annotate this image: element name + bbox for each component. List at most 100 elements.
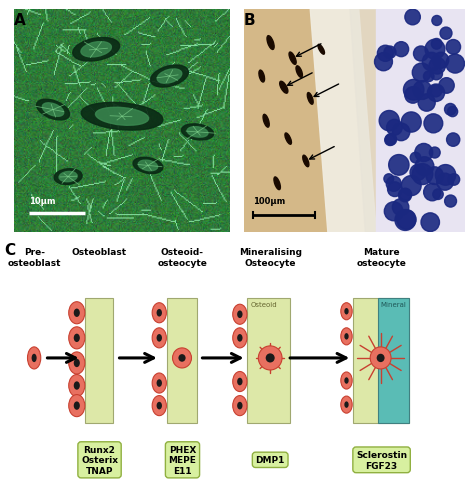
Text: Mature
osteocyte: Mature osteocyte — [356, 248, 407, 268]
Circle shape — [447, 134, 460, 147]
Circle shape — [384, 174, 394, 184]
Text: Mineral: Mineral — [380, 301, 406, 307]
Text: B: B — [244, 13, 256, 28]
Ellipse shape — [237, 334, 243, 342]
Circle shape — [399, 189, 411, 202]
Circle shape — [418, 95, 435, 112]
Circle shape — [388, 182, 402, 197]
Circle shape — [424, 184, 441, 201]
Circle shape — [397, 210, 416, 230]
Circle shape — [385, 135, 395, 146]
Ellipse shape — [69, 352, 85, 374]
Circle shape — [424, 115, 443, 134]
Text: Mineralising
Osteocyte: Mineralising Osteocyte — [239, 248, 301, 268]
Ellipse shape — [42, 104, 64, 117]
Circle shape — [422, 53, 441, 72]
Ellipse shape — [341, 372, 352, 389]
Circle shape — [447, 107, 458, 117]
Ellipse shape — [156, 309, 162, 317]
Ellipse shape — [152, 328, 166, 348]
Ellipse shape — [296, 67, 302, 78]
Text: Osteoid: Osteoid — [250, 301, 277, 307]
Ellipse shape — [152, 303, 166, 323]
Circle shape — [384, 47, 396, 59]
Ellipse shape — [69, 375, 85, 397]
Text: Osteoblast: Osteoblast — [72, 248, 127, 257]
Ellipse shape — [263, 115, 269, 128]
Circle shape — [430, 86, 442, 98]
Ellipse shape — [95, 108, 149, 126]
Ellipse shape — [54, 169, 82, 185]
Bar — [376, 10, 465, 233]
Circle shape — [377, 46, 393, 62]
Ellipse shape — [370, 347, 391, 369]
Circle shape — [429, 148, 440, 159]
Ellipse shape — [74, 334, 80, 342]
Circle shape — [412, 64, 431, 83]
Ellipse shape — [237, 402, 243, 410]
Circle shape — [392, 124, 410, 141]
Ellipse shape — [258, 346, 282, 370]
Ellipse shape — [187, 127, 208, 138]
Circle shape — [412, 164, 433, 185]
Circle shape — [437, 174, 454, 191]
Text: DMP1: DMP1 — [255, 455, 285, 464]
Circle shape — [410, 165, 426, 181]
Ellipse shape — [36, 100, 70, 121]
Ellipse shape — [156, 379, 162, 387]
Circle shape — [431, 40, 442, 50]
Ellipse shape — [156, 402, 162, 410]
Ellipse shape — [266, 354, 275, 363]
Ellipse shape — [157, 70, 182, 84]
Ellipse shape — [344, 378, 349, 384]
Circle shape — [446, 55, 465, 74]
Ellipse shape — [69, 327, 85, 349]
Ellipse shape — [303, 156, 309, 167]
Ellipse shape — [151, 66, 189, 88]
Ellipse shape — [74, 402, 80, 410]
Circle shape — [392, 199, 409, 216]
Circle shape — [387, 120, 402, 136]
Ellipse shape — [344, 402, 349, 408]
Circle shape — [389, 155, 409, 176]
Circle shape — [395, 210, 416, 231]
Circle shape — [446, 41, 461, 55]
Circle shape — [413, 82, 431, 100]
Ellipse shape — [344, 309, 349, 315]
Ellipse shape — [280, 82, 288, 94]
Text: Runx2
Osterix
TNAP: Runx2 Osterix TNAP — [81, 445, 118, 475]
Circle shape — [401, 176, 421, 196]
Ellipse shape — [377, 354, 384, 362]
FancyBboxPatch shape — [247, 298, 290, 423]
Ellipse shape — [74, 309, 80, 317]
Circle shape — [426, 167, 443, 185]
Circle shape — [440, 28, 452, 40]
Circle shape — [439, 79, 454, 94]
Circle shape — [401, 113, 421, 133]
Ellipse shape — [267, 37, 274, 50]
Ellipse shape — [237, 378, 243, 386]
Ellipse shape — [274, 177, 281, 190]
Circle shape — [445, 104, 456, 116]
Ellipse shape — [344, 334, 349, 340]
Ellipse shape — [233, 396, 247, 416]
Ellipse shape — [259, 71, 264, 83]
Ellipse shape — [81, 103, 163, 131]
Ellipse shape — [307, 93, 313, 105]
Ellipse shape — [233, 305, 247, 325]
Ellipse shape — [152, 373, 166, 393]
Circle shape — [428, 85, 445, 102]
Ellipse shape — [74, 382, 80, 390]
Circle shape — [415, 144, 433, 162]
Ellipse shape — [156, 334, 162, 342]
Circle shape — [433, 189, 443, 200]
Bar — [244, 10, 376, 233]
Ellipse shape — [59, 172, 77, 182]
Circle shape — [403, 80, 424, 101]
Circle shape — [433, 53, 449, 69]
Ellipse shape — [32, 354, 36, 362]
Ellipse shape — [74, 359, 80, 367]
Circle shape — [385, 134, 397, 146]
Circle shape — [374, 54, 392, 72]
Circle shape — [405, 88, 421, 104]
